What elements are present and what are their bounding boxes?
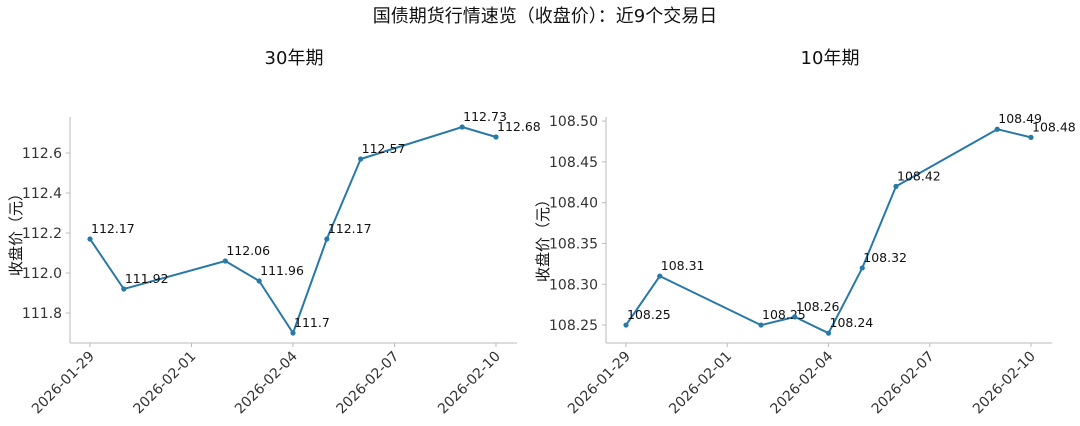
data-point (256, 278, 262, 284)
x-tick-label: 2026-01-29 (565, 349, 634, 418)
data-point (825, 330, 832, 336)
x-tick-label: 2026-02-01 (666, 349, 735, 418)
data-label: 111.7 (294, 315, 330, 330)
chart-panel-2: 10年期 108.25 108.30 108.35 108.40 108.45 108.50… (534, 48, 1076, 417)
y-axis-label: 收盘价（元） (7, 186, 25, 276)
chart-title: 30年期 (265, 48, 324, 69)
chart-panel-1: 30年期 111.8 112.0 112.2 112.4 112.6 2026-01-29 2… (7, 48, 541, 417)
data-label: 108.26 (796, 299, 840, 314)
y-tick-label: 112.6 (22, 146, 62, 162)
series-line (89, 126, 497, 334)
x-tick-label: 2026-02-04 (232, 348, 301, 417)
y-tick-label: 111.8 (22, 306, 62, 322)
y-tick-label: 108.25 (549, 318, 598, 334)
data-label: 112.57 (362, 141, 406, 156)
x-tick-label: 2026-02-10 (435, 349, 504, 418)
figure-suptitle: 国债期货行情速览（收盘价）：近9个交易日 (373, 6, 717, 27)
chart-title: 10年期 (801, 48, 860, 69)
data-point (459, 124, 465, 130)
y-axis-label: 收盘价（元） (534, 192, 552, 282)
y-tick-label: 108.30 (549, 277, 598, 293)
data-label: 111.96 (260, 263, 304, 278)
y-tick-label: 108.45 (549, 155, 598, 171)
y-tick-label: 112.0 (22, 266, 62, 282)
data-point (657, 273, 663, 279)
x-tick-label: 2026-02-10 (970, 349, 1039, 418)
data-point (1028, 134, 1034, 140)
x-tick-label: 2026-02-01 (130, 349, 199, 418)
data-label: 108.48 (1032, 119, 1076, 134)
data-point (324, 236, 330, 242)
data-point (121, 286, 127, 292)
y-tick-label: 112.2 (22, 226, 62, 242)
data-label: 112.17 (328, 221, 372, 236)
data-label: 108.31 (661, 258, 705, 273)
y-tick-label: 108.50 (549, 114, 598, 130)
y-tick-label: 112.4 (22, 186, 62, 202)
data-point (222, 258, 228, 264)
data-label: 108.25 (627, 307, 671, 322)
data-label: 108.24 (830, 315, 874, 330)
data-point (792, 314, 798, 320)
data-point (87, 236, 93, 242)
y-tick-label: 108.40 (549, 196, 598, 212)
x-tick-label: 2026-01-29 (29, 349, 98, 418)
data-point (358, 156, 364, 162)
data-label: 112.73 (463, 109, 507, 124)
data-point (758, 322, 764, 328)
data-label: 112.06 (226, 243, 270, 258)
y-tick-label: 108.35 (549, 236, 598, 252)
data-point (623, 322, 629, 328)
data-point (859, 265, 865, 271)
data-point (290, 330, 296, 336)
data-label: 108.32 (863, 250, 907, 265)
data-label: 108.49 (998, 111, 1042, 126)
data-label: 112.17 (91, 221, 135, 236)
x-tick-label: 2026-02-07 (869, 349, 938, 418)
x-tick-label: 2026-02-04 (767, 348, 836, 417)
data-label: 111.92 (125, 271, 169, 286)
data-label: 112.68 (497, 119, 541, 134)
data-label: 108.42 (897, 168, 941, 183)
x-tick-label: 2026-02-07 (333, 349, 402, 418)
data-point (994, 126, 1000, 132)
data-point (893, 183, 899, 189)
data-point (493, 134, 499, 140)
